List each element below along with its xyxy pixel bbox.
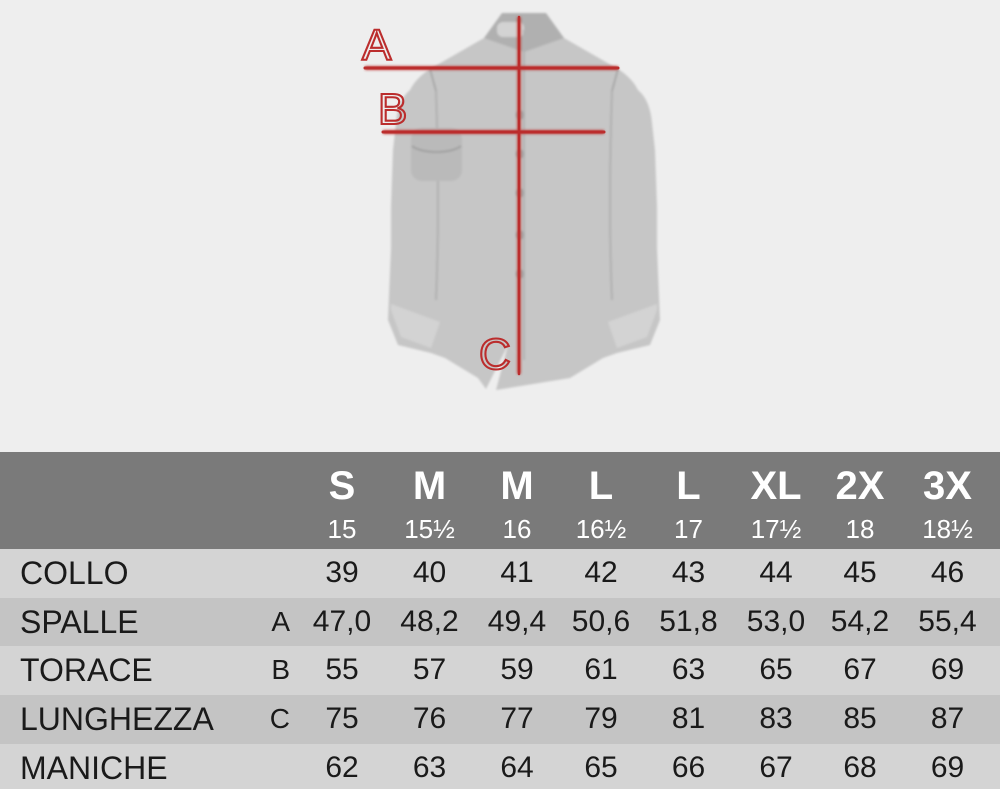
svg-text:B: B <box>378 85 407 134</box>
svg-text:A: A <box>362 21 392 70</box>
svg-text:C: C <box>479 330 511 379</box>
